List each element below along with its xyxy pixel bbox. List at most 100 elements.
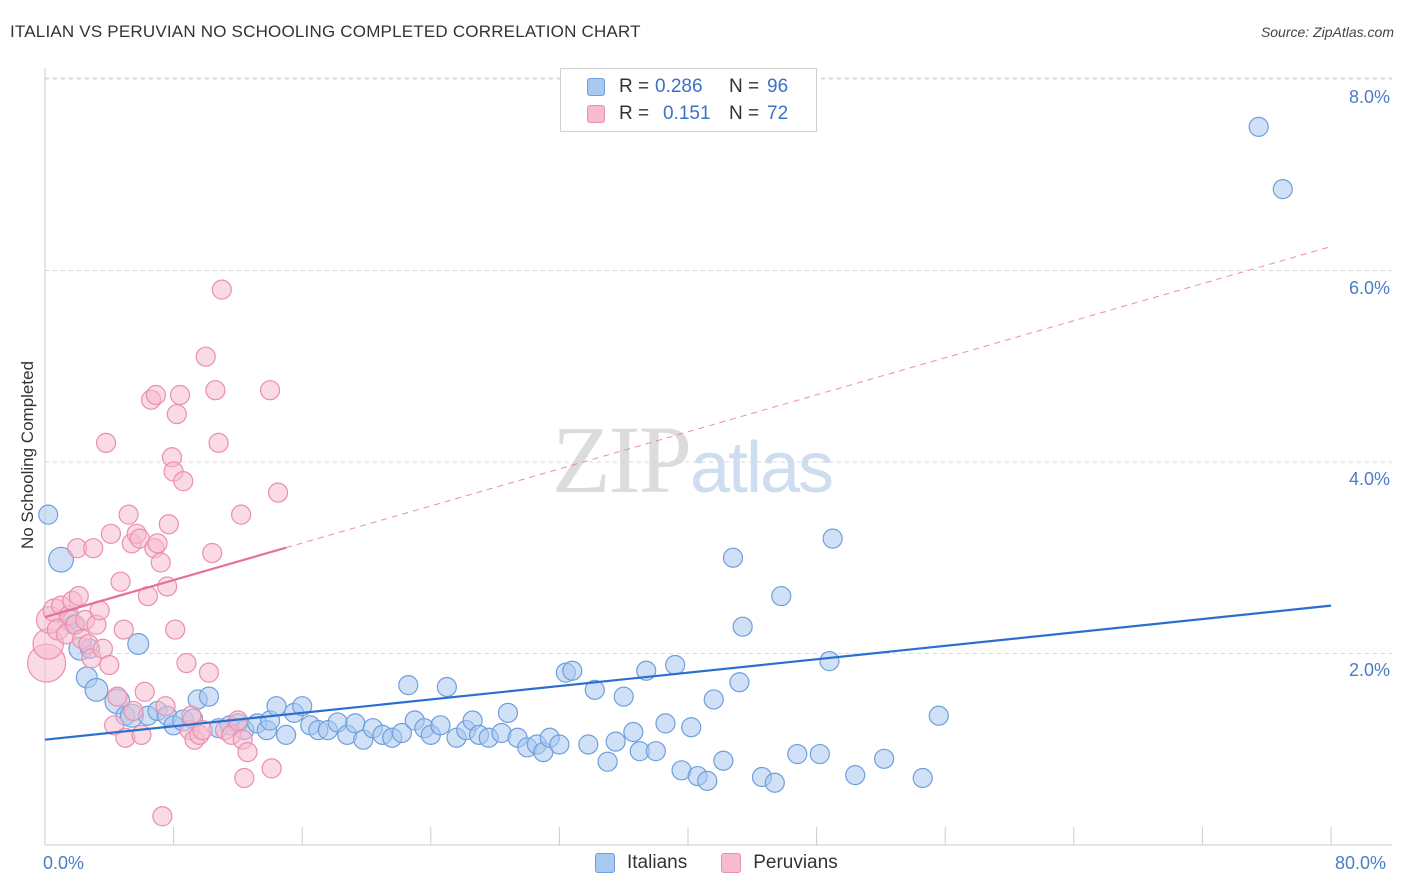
- peruvian-point: [165, 619, 186, 640]
- italian-point: [732, 616, 753, 637]
- y-tick-label-6: 6.0%: [1349, 278, 1391, 298]
- y-tick-label-8: 8.0%: [1349, 87, 1391, 107]
- italian-point: [436, 676, 457, 698]
- peruvians-legend-label: Peruvians: [753, 852, 838, 873]
- chart-title: ITALIAN VS PERUVIAN NO SCHOOLING COMPLET…: [10, 22, 641, 41]
- peruvian-point: [83, 538, 104, 559]
- italian-point: [623, 721, 644, 743]
- italians-trend-line: [44, 604, 1332, 741]
- y-axis-label: No Schooling Completed: [18, 360, 37, 550]
- peruvian-point: [147, 533, 168, 554]
- italian-point: [845, 765, 866, 786]
- peruvian-point: [107, 686, 128, 707]
- italian-point: [681, 717, 702, 738]
- italian-point: [819, 651, 840, 672]
- italian-point: [276, 724, 297, 745]
- peruvian-point: [205, 380, 226, 401]
- italian-point: [713, 750, 734, 771]
- peruvian-point: [169, 384, 191, 406]
- italians-n-key: N =: [729, 76, 760, 97]
- italian-point: [38, 504, 59, 525]
- peruvian-point: [267, 482, 289, 503]
- italian-point: [764, 772, 785, 793]
- peruvians-r-value: 0.151: [663, 103, 711, 124]
- y-tick-label-2: 2.0%: [1349, 660, 1391, 680]
- correlation-legend: R = 0.286 N = 96 R = 0.151 N = 72: [560, 68, 817, 132]
- italian-point: [549, 734, 570, 755]
- peruvian-point: [155, 696, 176, 717]
- italian-point: [391, 722, 412, 744]
- peruvian-point: [259, 380, 281, 401]
- series-legend: Italians Peruvians: [595, 852, 872, 874]
- peruvian-point: [195, 346, 216, 367]
- italian-point: [928, 705, 949, 726]
- italians-legend-swatch: [595, 853, 615, 873]
- italian-point: [84, 677, 109, 702]
- peruvian-point: [192, 719, 213, 741]
- peruvian-point: [99, 654, 120, 676]
- italian-point: [809, 743, 830, 765]
- italian-point: [1272, 179, 1293, 200]
- peruvian-point: [166, 404, 187, 425]
- italian-point: [266, 696, 287, 717]
- peruvian-point: [95, 432, 117, 453]
- peruvian-point: [123, 700, 144, 722]
- italian-point: [497, 702, 519, 723]
- italians-legend-label: Italians: [627, 852, 688, 873]
- legend-row-peruvians: R = 0.151 N = 72: [587, 103, 788, 125]
- italian-point: [578, 734, 599, 755]
- peruvian-point: [202, 542, 223, 564]
- italian-point: [912, 767, 933, 789]
- italian-point: [562, 660, 583, 681]
- peruvian-point: [234, 767, 255, 789]
- italian-point: [613, 686, 634, 707]
- italians-swatch: [587, 78, 605, 96]
- peruvians-trend-line-dashed: [285, 246, 1332, 549]
- italian-point: [822, 528, 843, 549]
- peruvian-point: [118, 504, 139, 525]
- italian-point: [655, 713, 676, 734]
- y-tick-label-4: 4.0%: [1349, 469, 1391, 489]
- peruvians-swatch: [587, 105, 605, 123]
- peruvians-n-key: N =: [729, 103, 760, 124]
- italian-point: [605, 731, 626, 752]
- italian-point: [645, 741, 666, 762]
- peruvian-point: [231, 504, 252, 525]
- italian-point: [398, 674, 419, 696]
- peruvians-n-value: 72: [767, 103, 789, 124]
- italian-point: [722, 547, 744, 568]
- peruvians-r-key: R =: [619, 103, 650, 124]
- italian-point: [771, 585, 792, 607]
- legend-item-italians: Italians: [595, 852, 687, 874]
- italian-point: [597, 751, 618, 772]
- italians-r-key: R =: [619, 76, 650, 97]
- peruvian-point: [176, 652, 197, 674]
- peruvian-point: [261, 758, 282, 779]
- peruvian-point: [152, 806, 173, 827]
- italian-point: [584, 679, 605, 700]
- peruvian-point: [100, 523, 122, 544]
- peruvians-legend-swatch: [721, 853, 742, 873]
- italian-point: [787, 743, 808, 765]
- peruvian-point: [134, 681, 155, 702]
- italian-point: [127, 632, 150, 655]
- italian-point: [1248, 116, 1269, 137]
- italian-point: [729, 672, 750, 693]
- italian-point: [703, 689, 724, 710]
- italian-point: [48, 546, 75, 573]
- peruvian-point: [113, 619, 134, 640]
- italian-point: [874, 748, 895, 769]
- peruvian-point: [110, 571, 131, 592]
- legend-item-peruvians: Peruvians: [721, 852, 838, 874]
- peruvian-point: [145, 384, 167, 406]
- peruvian-point: [211, 279, 232, 300]
- italian-point: [430, 715, 451, 736]
- italian-point: [665, 654, 686, 676]
- peruvian-point: [150, 552, 171, 573]
- peruvian-point: [68, 585, 89, 607]
- x-tick-label-min: 0.0%: [43, 853, 85, 873]
- legend-row-italians: R = 0.286 N = 96: [587, 76, 788, 98]
- peruvian-point: [157, 576, 178, 597]
- peruvian-point: [208, 432, 229, 453]
